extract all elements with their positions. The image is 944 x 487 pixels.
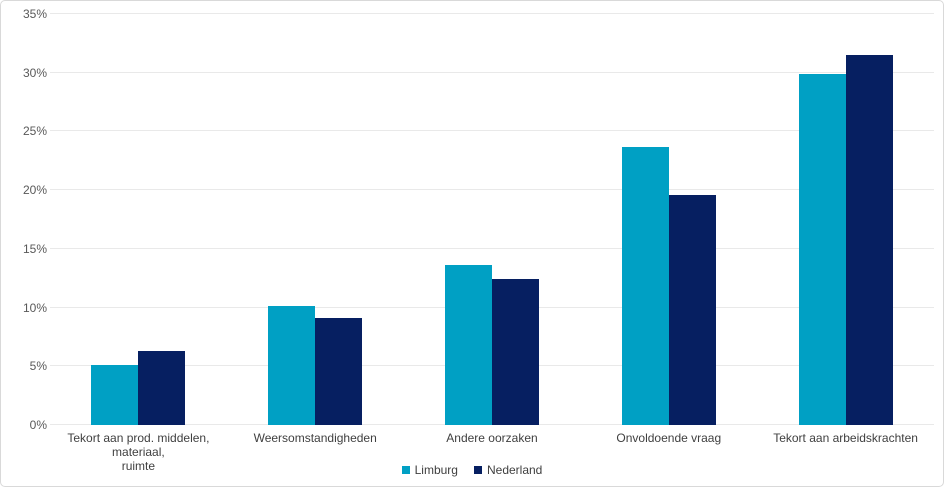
y-gridline bbox=[50, 130, 934, 132]
bar-nederland bbox=[138, 351, 186, 425]
y-axis: 0% 5% 10% 15% 20% 25% 30% 35% bbox=[9, 7, 47, 432]
y-axis-tick: 20% bbox=[22, 183, 47, 198]
y-axis-tick: 30% bbox=[22, 65, 47, 80]
y-gridline bbox=[50, 189, 934, 191]
bar-limburg bbox=[444, 265, 492, 425]
bar-nederland bbox=[668, 194, 716, 425]
bar-group bbox=[50, 14, 227, 425]
y-axis-tick: 0% bbox=[29, 418, 47, 432]
bar-nederland bbox=[315, 318, 363, 425]
x-axis-label: Tekort aan arbeidskrachten bbox=[773, 431, 918, 445]
x-axis-label: Andere oorzaken bbox=[446, 431, 538, 445]
y-axis-tick: 10% bbox=[22, 300, 47, 315]
bar-limburg bbox=[621, 146, 669, 425]
legend-item-nederland: Nederland bbox=[473, 463, 543, 477]
legend-item-limburg: Limburg bbox=[401, 463, 458, 477]
y-axis-tick: 5% bbox=[29, 359, 47, 374]
bars-container bbox=[50, 14, 934, 425]
legend-label: Limburg bbox=[414, 463, 458, 477]
y-gridline bbox=[50, 247, 934, 249]
bar-group bbox=[404, 14, 581, 425]
bar-limburg bbox=[798, 73, 846, 425]
y-axis-tick: 15% bbox=[22, 241, 47, 256]
y-gridline bbox=[50, 71, 934, 73]
bar-limburg bbox=[91, 365, 139, 425]
bar-group bbox=[227, 14, 404, 425]
y-gridline bbox=[50, 13, 934, 14]
y-axis-tick: 25% bbox=[22, 124, 47, 139]
bar-group bbox=[580, 14, 757, 425]
x-axis: Tekort aan prod. middelen, materiaal, ru… bbox=[50, 431, 934, 473]
y-axis-tick: 35% bbox=[22, 7, 47, 21]
bar-limburg bbox=[268, 306, 316, 425]
bar-group bbox=[757, 14, 934, 425]
legend: Limburg Nederland bbox=[1, 462, 943, 478]
bar-nederland bbox=[491, 279, 539, 425]
legend-swatch-limburg bbox=[401, 466, 410, 474]
bar-nederland bbox=[845, 55, 893, 425]
x-axis-label: Onvoldoende vraag bbox=[616, 431, 722, 445]
legend-label: Nederland bbox=[486, 463, 543, 477]
x-axis-label: Tekort aan prod. middelen, materiaal, ru… bbox=[67, 431, 210, 473]
plot-area bbox=[50, 13, 934, 425]
x-axis-label: Weersomstandigheden bbox=[253, 431, 377, 445]
legend-swatch-nederland bbox=[473, 466, 482, 474]
